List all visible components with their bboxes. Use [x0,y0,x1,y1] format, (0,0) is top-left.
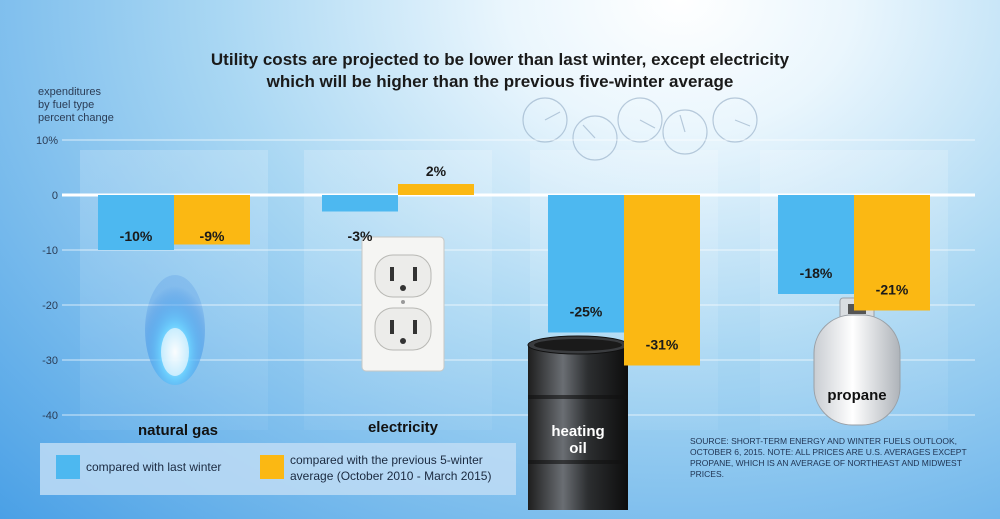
bar-electricity-series-1 [322,195,398,212]
category-label: oil [569,440,587,457]
bar-value-label: -18% [800,265,833,281]
chart-title-line-1: Utility costs are projected to be lower … [210,50,790,69]
bar-propane-series-1 [778,195,854,294]
bar-value-label: -21% [876,282,909,298]
y-tick-label: -10 [42,245,58,257]
legend-label-five-winter-line-2: average (October 2010 - March 2015) [290,469,492,483]
bar-propane-series-2 [854,195,930,311]
y-axis-label-line-2: by fuel type [38,99,95,111]
legend-swatch-five-winter [260,455,284,479]
legend-label-five-winter-line-1: compared with the previous 5-winter [290,453,483,467]
bar-value-label: -25% [570,304,603,320]
bar-value-label: -10% [120,228,153,244]
bar-natural-gas-series-2 [174,195,250,245]
y-tick-label: -30 [42,355,58,367]
bar-value-label: -31% [646,337,679,353]
bar-natural-gas-series-1 [98,195,174,250]
category-label: propane [827,387,886,404]
bar-labels: -10% -3% -25% -18% -9% 2% -31% -21% [120,163,909,353]
y-axis-label-line-1: expenditures [38,86,101,98]
y-tick-label: -40 [42,410,58,422]
y-tick-label: 10% [36,135,58,147]
y-tick-label: -20 [42,300,58,312]
category-label: heating [551,423,604,440]
bar-value-label: -9% [200,228,225,244]
flame-icon [145,275,205,385]
bar-heating-oil-series-2 [624,195,700,366]
bar-heating-oil-series-1 [548,195,624,333]
source-note: SOURCE: SHORT-TERM ENERGY AND WINTER FUE… [690,436,967,479]
legend: compared with last winter compared with … [40,443,516,495]
chart-title-line-2: which will be higher than the previous f… [266,72,734,91]
oil-barrel-icon [527,335,629,510]
category-label: natural gas [138,422,218,439]
category-label: electricity [368,419,439,436]
bar-electricity-series-2 [398,184,474,195]
y-axis: 10% 0 -10 -20 -30 -40 [36,135,58,422]
legend-swatch-last-winter [56,455,80,479]
outlet-icon [361,236,445,372]
bar-value-label: 2% [426,163,447,179]
legend-label-last-winter: compared with last winter [86,460,222,474]
bar-value-label: -3% [348,228,373,244]
y-tick-label: 0 [52,190,58,202]
gas-meter-icon [522,97,758,161]
bars [98,184,930,366]
y-axis-label-line-3: percent change [38,112,114,124]
